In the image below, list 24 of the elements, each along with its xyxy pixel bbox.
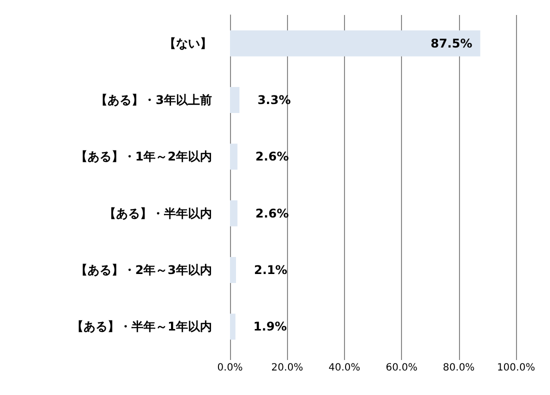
bar bbox=[230, 30, 480, 56]
data-label: 2.1% bbox=[254, 263, 288, 277]
y-tick-label: 【ある】・2年～3年以内 bbox=[75, 263, 212, 277]
bar bbox=[230, 87, 240, 113]
y-tick-label: 【ない】 bbox=[164, 36, 212, 50]
bar bbox=[230, 144, 238, 170]
data-label: 2.6% bbox=[255, 206, 289, 220]
y-tick-label: 【ある】・1年～2年以内 bbox=[75, 150, 212, 164]
x-tick-label: 20.0% bbox=[271, 362, 304, 374]
data-label: 3.3% bbox=[257, 93, 291, 107]
x-tick-label: 100.0% bbox=[496, 362, 536, 374]
data-label: 2.6% bbox=[255, 150, 289, 164]
data-label: 1.9% bbox=[253, 320, 287, 334]
x-tick-label: 80.0% bbox=[442, 362, 475, 374]
y-tick-label: 【ある】・半年以内 bbox=[104, 206, 212, 220]
bar bbox=[230, 314, 236, 340]
bar bbox=[230, 200, 238, 226]
x-tick-label: 40.0% bbox=[328, 362, 360, 374]
x-tick-label: 60.0% bbox=[386, 362, 418, 374]
x-tick-label: 0.0% bbox=[217, 362, 243, 374]
data-label: 87.5% bbox=[430, 36, 472, 50]
y-tick-label: 【ある】・3年以上前 bbox=[96, 93, 212, 107]
y-tick-label: 【ある】・半年～1年以内 bbox=[72, 320, 212, 334]
bar bbox=[230, 257, 236, 283]
